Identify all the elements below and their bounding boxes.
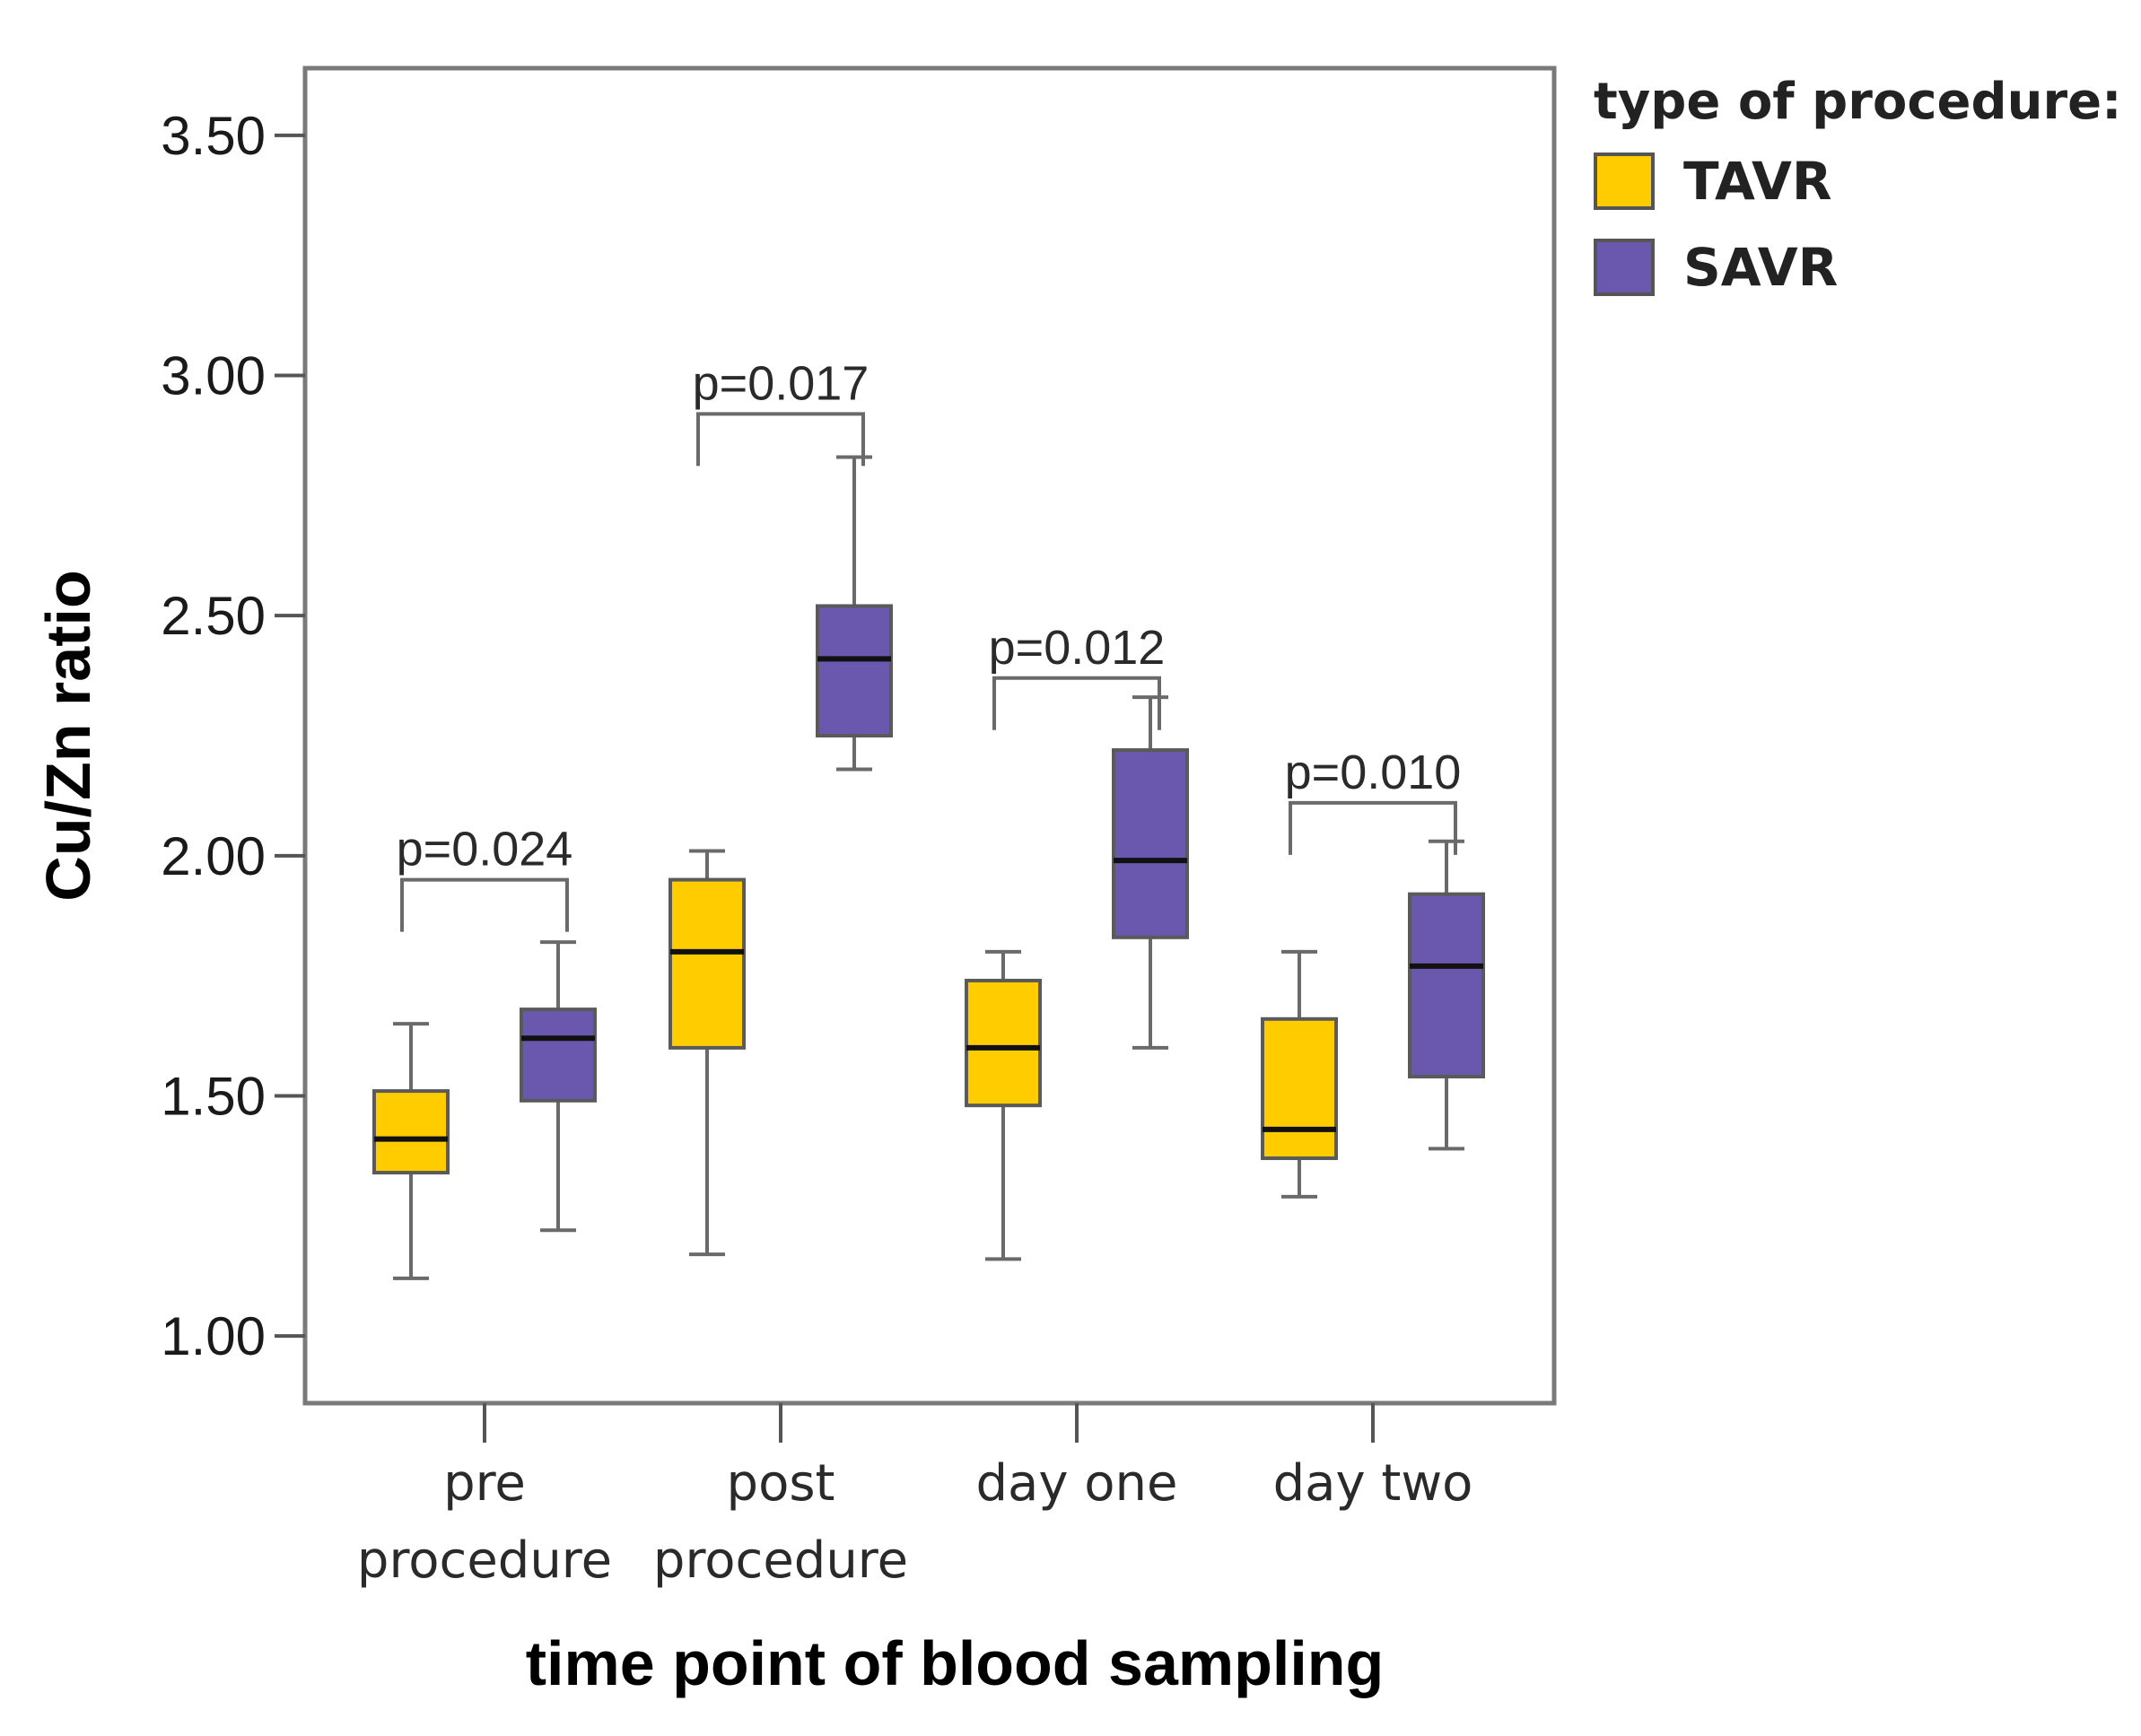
tavr-box	[1261, 949, 1338, 1199]
iqr-box	[1408, 892, 1485, 1079]
significance-annotations: p=0.024 p=0.017 p=0.012 p=0.010	[397, 356, 1462, 932]
legend: type of procedure: TAVR SAVR	[1594, 73, 2121, 298]
x-tick-label: procedure	[653, 1531, 908, 1590]
x-tick-label: post	[727, 1454, 835, 1513]
p-value-label: p=0.017	[693, 356, 870, 410]
p-value-label: p=0.012	[989, 621, 1166, 675]
iqr-box	[1261, 1016, 1338, 1161]
tavr-box	[372, 1022, 450, 1280]
iqr-box	[816, 604, 893, 737]
significance-bracket	[696, 412, 865, 467]
y-tick-label: 2.00	[161, 826, 266, 886]
y-tick-label: 3.00	[161, 346, 266, 406]
y-tick-label: 3.50	[161, 106, 266, 166]
legend-label-tavr: TAVR	[1683, 151, 1832, 212]
tavr-box	[965, 949, 1042, 1261]
savr-box	[816, 455, 893, 772]
iqr-box	[1112, 748, 1189, 939]
legend-label-savr: SAVR	[1683, 237, 1838, 298]
iqr-box	[669, 877, 746, 1050]
plot-frame	[302, 65, 1557, 1406]
box-series	[372, 455, 1485, 1280]
iqr-box	[520, 1008, 597, 1103]
significance-bracket	[400, 877, 569, 932]
tavr-box	[669, 849, 746, 1257]
x-tick-label: day two	[1273, 1454, 1473, 1513]
x-tick-label: day one	[975, 1454, 1177, 1513]
p-value-label: p=0.024	[397, 823, 573, 877]
y-axis-label: Cu/Zn ratio	[33, 570, 103, 901]
significance-bracket	[1289, 800, 1457, 855]
y-axis: 1.00 1.50 2.00 2.50 3.00 3.50	[161, 106, 305, 1366]
y-tick-label: 2.50	[161, 586, 266, 646]
y-tick-label: 1.50	[161, 1066, 266, 1126]
x-tick-label: pre	[443, 1454, 526, 1513]
x-axis: pre procedure post procedure day one day two	[357, 1403, 1472, 1590]
p-value-label: p=0.010	[1285, 746, 1462, 799]
x-axis-label: time point of blood sampling	[526, 1628, 1385, 1698]
significance-bracket	[992, 676, 1161, 730]
y-tick-label: 1.00	[161, 1306, 266, 1366]
legend-swatch-tavr	[1594, 153, 1655, 210]
savr-box	[520, 940, 597, 1233]
iqr-box	[965, 978, 1042, 1108]
savr-box	[1112, 695, 1189, 1050]
savr-box	[1408, 839, 1485, 1151]
legend-swatch-savr	[1594, 239, 1655, 296]
x-tick-label: procedure	[357, 1531, 612, 1590]
legend-title: type of procedure:	[1594, 73, 2121, 131]
iqr-box	[372, 1089, 450, 1175]
